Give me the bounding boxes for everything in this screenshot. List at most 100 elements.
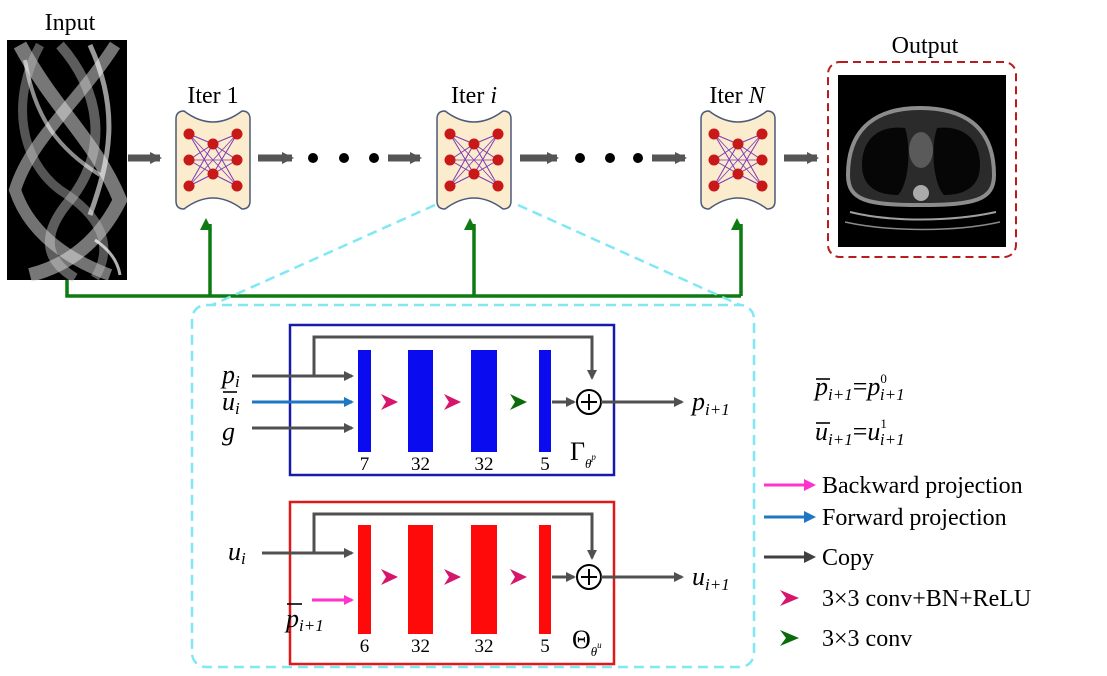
network-node	[231, 154, 243, 166]
iter-label-i: Iter i	[451, 83, 497, 109]
iter-label-n: Iter N	[709, 83, 766, 109]
network-node	[708, 128, 720, 140]
network-node	[468, 168, 480, 180]
legend-label: Copy	[822, 545, 874, 571]
dual-channel-label-4: 5	[540, 454, 550, 475]
network-node	[492, 128, 504, 140]
legend-swatch	[780, 590, 799, 606]
primal-input-pbar: pi+1	[284, 603, 324, 635]
primal-channel-label-3: 32	[475, 636, 494, 657]
primal-sum-node	[552, 564, 684, 590]
svg-text:pi+1: pi+1	[284, 604, 324, 635]
dual-skip-connection	[312, 335, 597, 380]
legend-item-1: Backward projection	[764, 473, 1023, 499]
dual-input-ubar: ui	[222, 387, 240, 418]
legend-item-5: 3×3 conv	[780, 626, 912, 652]
legend-label: 3×3 conv+BN+ReLU	[822, 586, 1031, 612]
legend-label: Forward projection	[822, 505, 1007, 531]
network-node	[732, 138, 744, 150]
dual-conv-bar-1	[358, 350, 371, 452]
primal-skip-connection	[312, 512, 597, 560]
output-frame	[827, 61, 1017, 258]
dual-layer-arrow-2	[444, 394, 461, 410]
network-node	[756, 128, 768, 140]
dual-channel-label-1: 7	[360, 454, 370, 475]
network-node	[756, 180, 768, 192]
svg-text:ui+1=u1i+1: ui+1=u1 i+1	[815, 416, 905, 449]
network-node	[231, 128, 243, 140]
dual-conv-bar-4	[539, 350, 551, 452]
zoom-frame	[190, 203, 756, 669]
legend-swatch	[780, 630, 799, 646]
output-label: Output	[892, 33, 959, 59]
dual-layer-arrow-3	[510, 394, 527, 410]
network-node	[756, 154, 768, 166]
primal-block-frame	[288, 500, 616, 666]
network-node	[207, 138, 219, 150]
primal-conv-bar-2	[408, 525, 433, 634]
iter-network-box-1	[175, 110, 251, 210]
iter-network-box-2	[436, 110, 512, 210]
primal-operator-label: Θθu	[572, 625, 602, 659]
primal-channel-label-2: 32	[411, 636, 430, 657]
legend-item-3: Copy	[764, 545, 874, 571]
legend-label: 3×3 conv	[822, 626, 912, 652]
equation-ubar: ui+1=u1 i+1	[815, 416, 905, 449]
output-ct-image	[838, 75, 1006, 247]
dual-layer-arrow-1	[381, 394, 398, 410]
svg-text:pi+1=p0i+1: pi+1=p0 i+1	[813, 371, 905, 404]
primal-output-label: ui+1	[692, 562, 730, 594]
primal-input-arrows	[262, 548, 354, 605]
primal-channel-label-1: 6	[360, 636, 370, 657]
legend-label: Backward projection	[822, 473, 1023, 499]
svg-text:ui: ui	[222, 387, 240, 418]
primal-input-u: ui	[228, 537, 246, 568]
iter-network-box-3	[700, 110, 776, 210]
primal-layer-arrow-3	[510, 569, 527, 585]
dual-input-p: pi	[220, 360, 240, 391]
network-node	[444, 154, 456, 166]
primal-layer-arrow-1	[381, 569, 398, 585]
pipeline-ellipsis-dots	[308, 153, 643, 163]
network-node	[468, 138, 480, 150]
primal-conv-bar-1	[358, 525, 371, 634]
input-sinogram-image	[7, 40, 128, 283]
dual-output-label: pi+1	[690, 387, 730, 419]
network-node	[183, 180, 195, 192]
dual-channel-label-2: 32	[411, 454, 430, 475]
dual-sum-node	[552, 389, 684, 415]
network-node	[444, 128, 456, 140]
network-node	[708, 154, 720, 166]
network-node	[231, 180, 243, 192]
network-node	[183, 128, 195, 140]
iter-label-1: Iter 1	[187, 83, 238, 109]
network-node	[444, 180, 456, 192]
network-node	[492, 180, 504, 192]
primal-conv-bar-3	[471, 525, 497, 634]
dual-conv-bar-3	[471, 350, 497, 452]
equation-pbar: pi+1=p0 i+1	[813, 371, 905, 404]
legend-item-2: Forward projection	[764, 505, 1007, 531]
dual-channel-label-3: 32	[475, 454, 494, 475]
primal-channel-label-4: 5	[540, 636, 550, 657]
input-feed-lines	[65, 218, 743, 298]
primal-conv-bar-4	[539, 525, 551, 634]
svg-text:Iter i: Iter i	[451, 83, 497, 109]
network-node	[708, 180, 720, 192]
legend-item-4: 3×3 conv+BN+ReLU	[780, 586, 1031, 612]
primal-layer-arrow-2	[444, 569, 461, 585]
dual-block-frame	[288, 323, 616, 477]
network-node	[492, 154, 504, 166]
svg-text:Iter N: Iter N	[709, 83, 766, 109]
dual-operator-label: Γθp	[570, 437, 596, 471]
dual-input-g: g	[222, 417, 235, 446]
svg-text:Iter 1: Iter 1	[187, 83, 238, 109]
network-node	[207, 168, 219, 180]
input-label: Input	[45, 10, 96, 36]
network-node	[183, 154, 195, 166]
dual-conv-bar-2	[408, 350, 433, 452]
dual-input-arrows	[252, 371, 354, 433]
network-node	[732, 168, 744, 180]
